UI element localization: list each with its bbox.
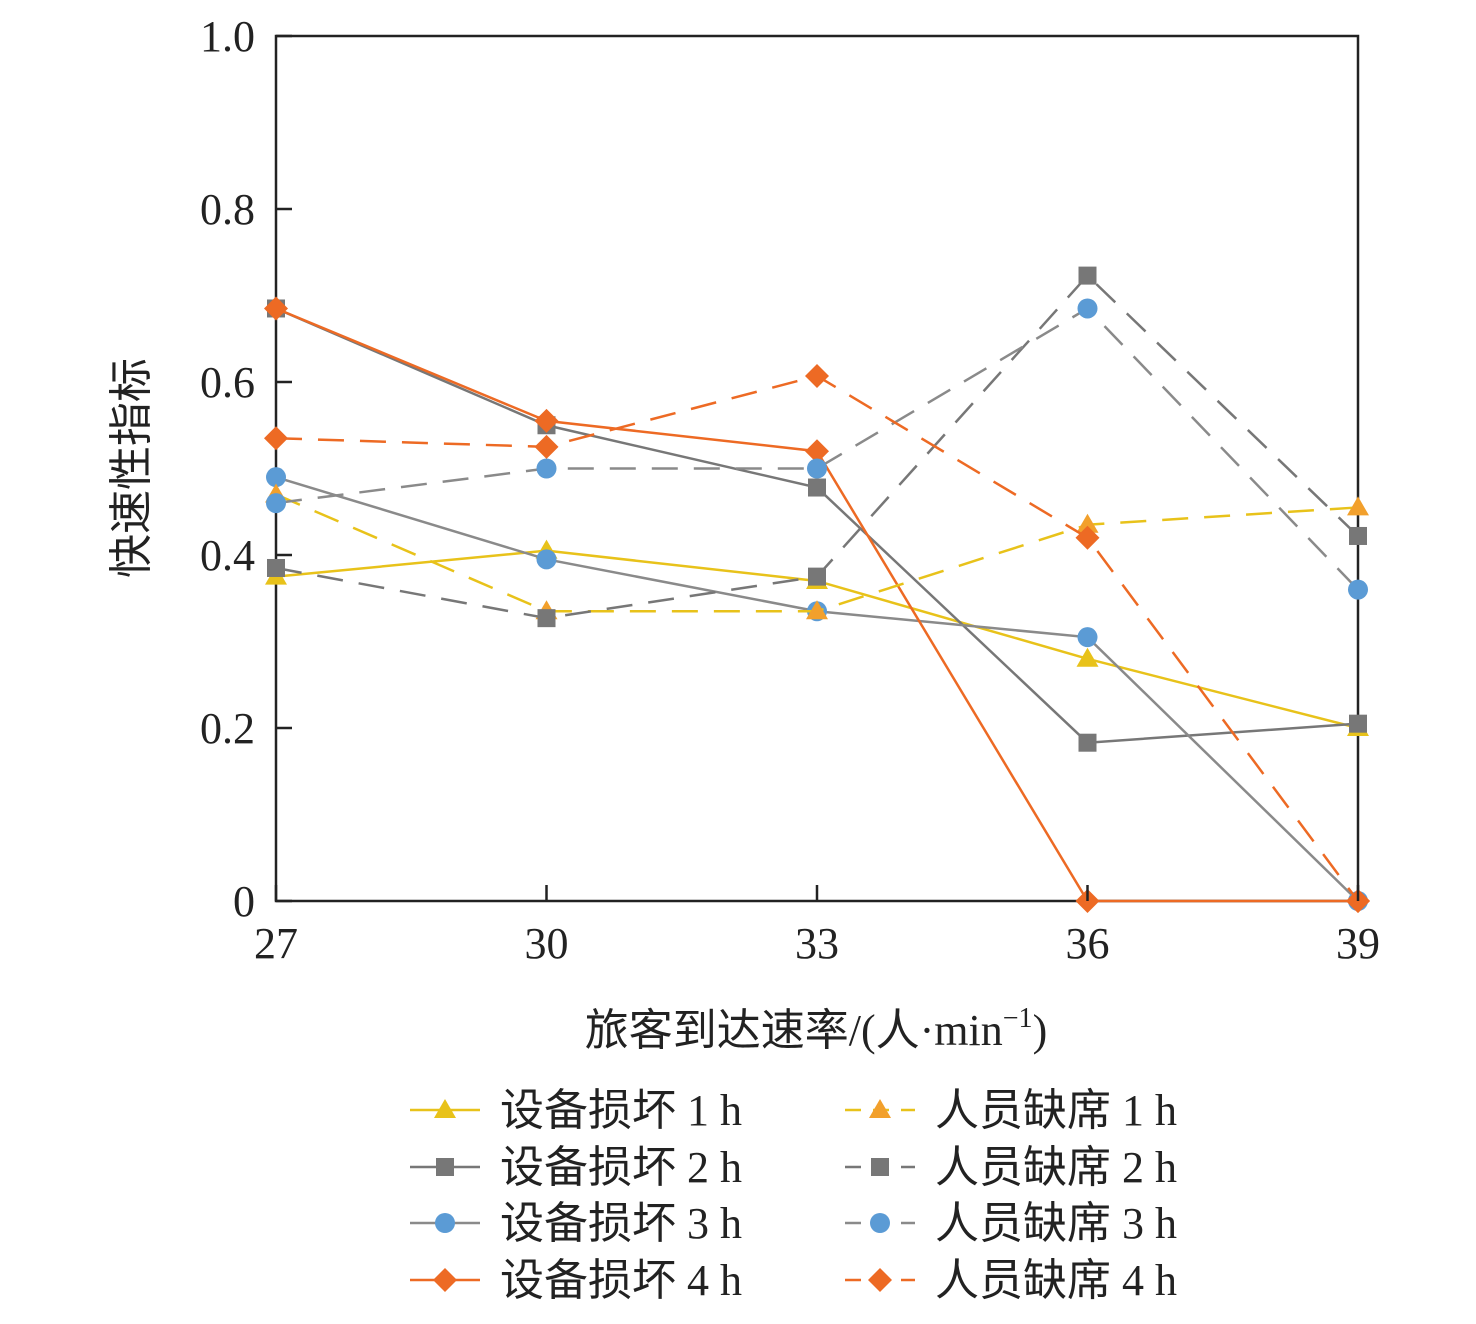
legend-swatch-marker [436, 1158, 454, 1176]
legend: 设备损坏 1 h 设备损坏 2 h 设备损坏 3 h 设备损坏 4 h 人员缺席 1 h… [410, 1086, 1177, 1305]
data-point [264, 426, 288, 451]
x-axis-label-main: 旅客到达速率/(人·min [585, 1006, 1003, 1055]
data-point [1347, 496, 1369, 516]
data-point [536, 458, 557, 479]
data-point [1076, 647, 1099, 667]
x-axis-label-tail: ) [1033, 1006, 1048, 1055]
y-tick-label: 1.0 [200, 12, 255, 61]
data-point [807, 458, 827, 479]
y-tick-label: 0.6 [200, 358, 255, 407]
data-point [1076, 513, 1099, 533]
series-line [275, 475, 1359, 902]
tick-layer: 27 30 33 36 39 0 0.2 0.4 0.6 0.8 1.0 [200, 12, 1380, 968]
legend-label: 人员缺席 4 h [935, 1256, 1177, 1305]
legend-item: 人员缺席 3 h [845, 1199, 1177, 1248]
data-point [805, 439, 829, 464]
x-tick-label: 36 [1066, 919, 1110, 968]
legend-label: 设备损坏 1 h [500, 1086, 742, 1135]
series-line [275, 306, 1359, 591]
series-7 [266, 298, 1368, 600]
x-axis-label: 旅客到达速率/(人·min−1) [585, 1003, 1047, 1055]
legend-swatch-marker [870, 1213, 890, 1233]
data-point [534, 408, 559, 433]
data-point [805, 363, 829, 388]
series-8 [264, 363, 1370, 913]
legend-item: 人员缺席 2 h [845, 1143, 1177, 1192]
legend-swatch-marker [871, 1158, 889, 1176]
y-tick-label: 0.2 [200, 704, 255, 753]
series-5 [265, 483, 1369, 620]
legend-label: 设备损坏 3 h [500, 1199, 742, 1248]
data-point [808, 567, 826, 586]
legend-item: 人员缺席 1 h [845, 1086, 1177, 1135]
data-point [1075, 525, 1100, 550]
data-point [534, 434, 559, 459]
y-axis-label: 快速性指标 [107, 358, 156, 578]
legend-label: 人员缺席 2 h [935, 1143, 1177, 1192]
legend-item: 设备损坏 3 h [410, 1199, 742, 1248]
legend-item: 设备损坏 2 h [410, 1143, 742, 1192]
legend-item: 人员缺席 4 h [845, 1256, 1177, 1305]
data-point [264, 296, 288, 321]
data-point [1078, 266, 1097, 285]
series-4 [264, 296, 1370, 913]
x-axis-label-superscript: −1 [1003, 1003, 1033, 1034]
series-line [275, 493, 1359, 613]
legend-item: 设备损坏 4 h [410, 1256, 742, 1305]
x-tick-label: 33 [795, 919, 839, 968]
x-tick-label: 39 [1336, 919, 1380, 968]
data-point [536, 549, 557, 570]
data-point [266, 493, 286, 514]
legend-swatch-marker [869, 1099, 891, 1118]
data-point [1348, 579, 1368, 600]
data-point [267, 558, 285, 577]
data-point [1077, 298, 1098, 319]
series-6 [267, 266, 1367, 628]
x-tick-label: 27 [254, 919, 298, 968]
y-tick-label: 0.4 [200, 531, 255, 580]
data-point [537, 609, 556, 628]
legend-swatch-marker [868, 1268, 892, 1292]
data-point [1077, 627, 1098, 648]
y-tick-label: 0 [233, 877, 255, 926]
y-tick-label: 0.8 [200, 185, 255, 234]
data-point [1349, 714, 1367, 733]
legend-swatch-marker [435, 1213, 455, 1233]
legend-label: 人员缺席 3 h [935, 1199, 1177, 1248]
data-point [1349, 526, 1367, 545]
legend-item: 设备损坏 1 h [410, 1086, 742, 1135]
legend-label: 设备损坏 4 h [500, 1256, 742, 1305]
legend-swatch-marker [434, 1099, 456, 1118]
data-point [1078, 733, 1097, 752]
data-point [808, 478, 826, 497]
series-layer [264, 266, 1370, 913]
legend-label: 人员缺席 1 h [935, 1086, 1177, 1135]
x-tick-label: 30 [525, 919, 569, 968]
data-point [806, 600, 828, 620]
legend-swatch-marker [433, 1268, 457, 1292]
legend-label: 设备损坏 2 h [500, 1143, 742, 1192]
data-point [266, 467, 286, 488]
